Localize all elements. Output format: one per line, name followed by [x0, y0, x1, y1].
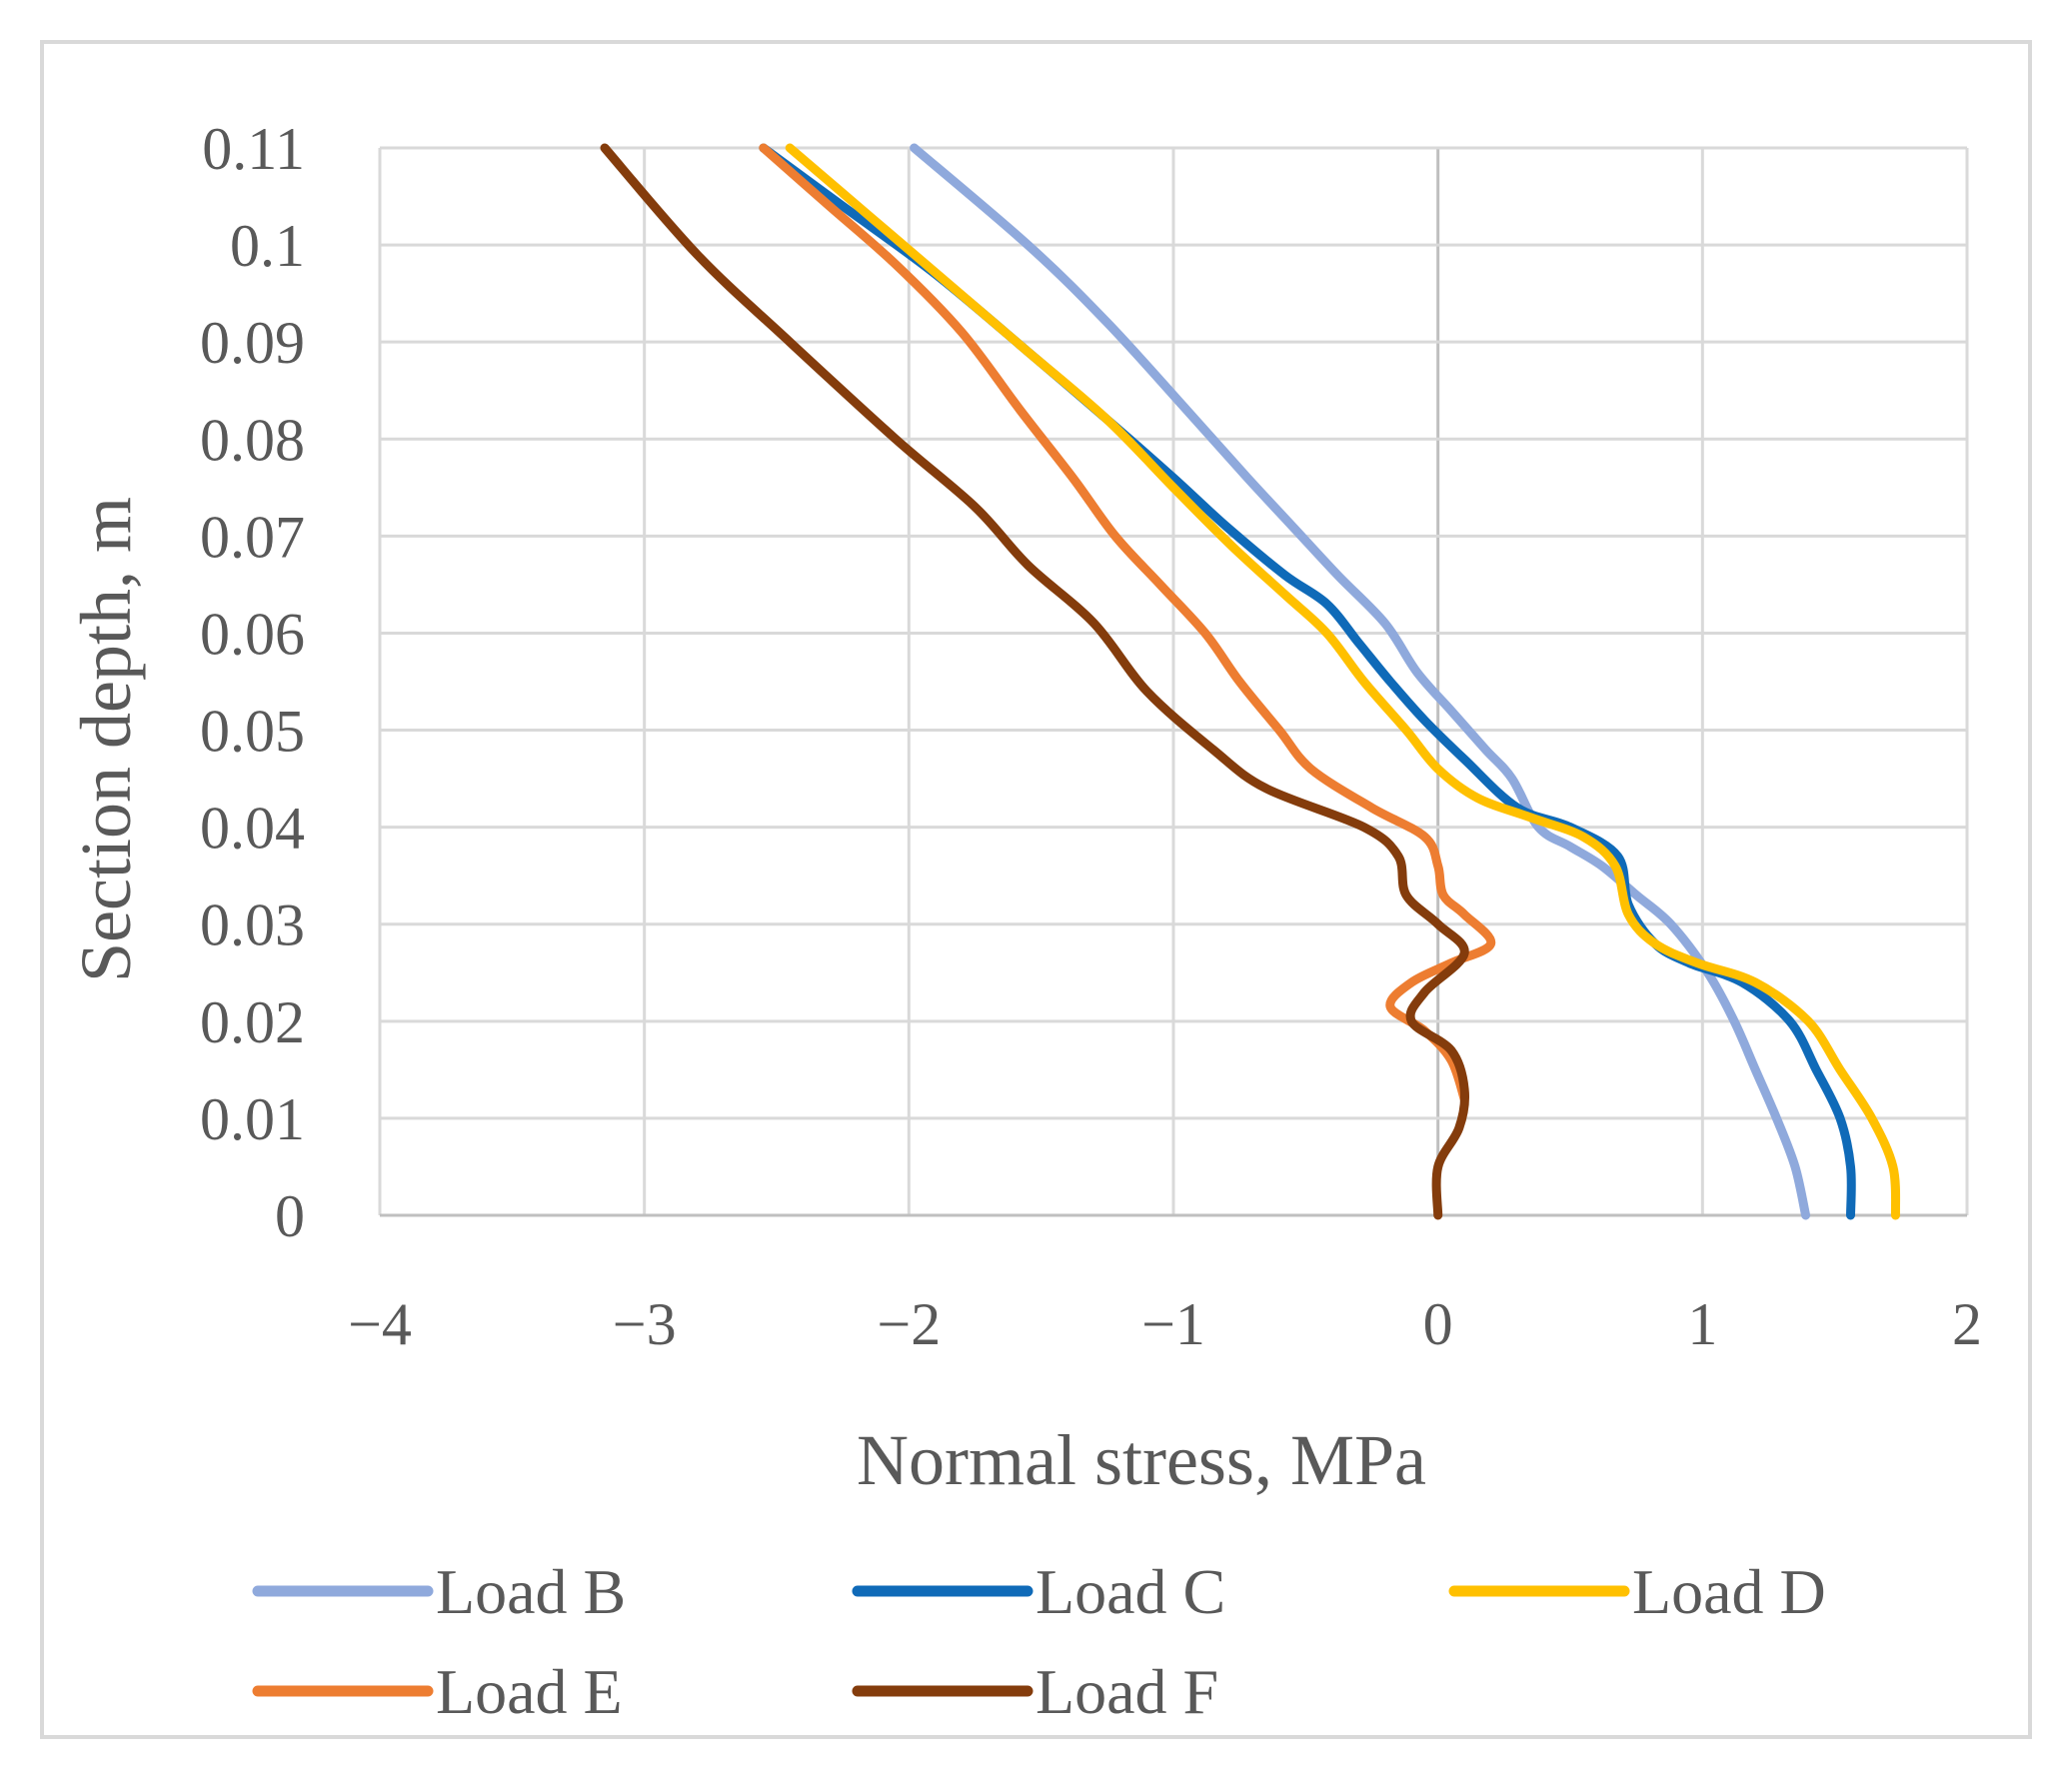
- x-tick-label: 2: [1952, 1291, 1982, 1357]
- y-tick-label: 0.11: [202, 116, 305, 182]
- x-tick-label: −2: [877, 1291, 941, 1357]
- legend-label-load-d: Load D: [1632, 1556, 1826, 1627]
- chart-frame: [40, 40, 2032, 1739]
- x-axis-title: Normal stress, MPa: [857, 1420, 1426, 1500]
- x-tick-label: 0: [1423, 1291, 1453, 1357]
- y-tick-label: 0.07: [200, 504, 305, 570]
- series-lines: [600, 143, 1901, 1220]
- y-axis-title: Section depth, m: [66, 497, 146, 982]
- x-tick-label: 1: [1687, 1291, 1717, 1357]
- legend: Load B Load C Load D Load E Load F: [252, 1556, 1826, 1727]
- legend-label-load-f: Load F: [1036, 1656, 1218, 1727]
- y-tick-label: 0.06: [200, 601, 305, 667]
- gridlines: [378, 146, 1969, 1217]
- y-tick-label: 0.01: [200, 1086, 305, 1152]
- series-line-load-b: [910, 143, 1811, 1220]
- y-tick-label: 0.05: [200, 699, 305, 765]
- series-line-load-d: [785, 143, 1901, 1220]
- tick-labels: −4 −3 −2 −1 0 1 2 0 0.01 0.02 0.03 0.04 0.05 0.06 0.07…: [200, 116, 1982, 1357]
- legend-label-load-c: Load C: [1036, 1556, 1225, 1627]
- y-tick-label: 0.04: [200, 796, 305, 862]
- legend-label-load-e: Load E: [436, 1656, 623, 1727]
- y-tick-label: 0.1: [230, 213, 305, 279]
- y-tick-label: 0.09: [200, 310, 305, 376]
- x-tick-label: −4: [348, 1291, 412, 1357]
- y-tick-label: 0.08: [200, 407, 305, 473]
- series-line-load-f: [600, 143, 1469, 1220]
- y-tick-label: 0.03: [200, 892, 305, 958]
- y-tick-label: 0: [275, 1183, 305, 1249]
- x-tick-label: −1: [1141, 1291, 1205, 1357]
- series-line-load-e: [759, 143, 1496, 1103]
- legend-label-load-b: Load B: [436, 1556, 626, 1627]
- x-tick-label: −3: [613, 1291, 677, 1357]
- y-tick-label: 0.02: [200, 989, 305, 1055]
